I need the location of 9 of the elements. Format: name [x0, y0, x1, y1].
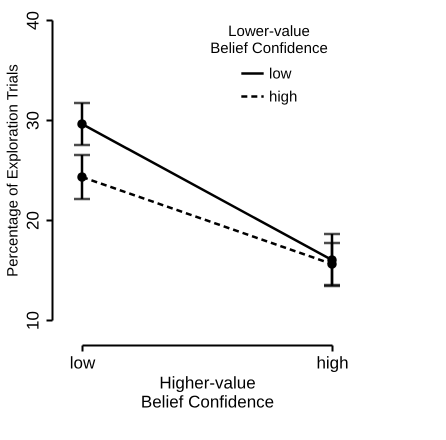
legend-label: high — [269, 88, 298, 106]
legend-label: low — [269, 66, 292, 82]
x-axis-title: Higher-value Belief Confidence — [140, 374, 274, 412]
y-tick-label: 30 — [24, 111, 42, 130]
y-axis-title: Percentage of Exploration Trials — [4, 64, 22, 277]
legend-title: Lower-value Belief Confidence — [210, 23, 328, 57]
y-tick-label: 20 — [24, 211, 42, 230]
y-tick-label: 10 — [24, 311, 42, 330]
y-tick-label: 40 — [24, 11, 42, 30]
